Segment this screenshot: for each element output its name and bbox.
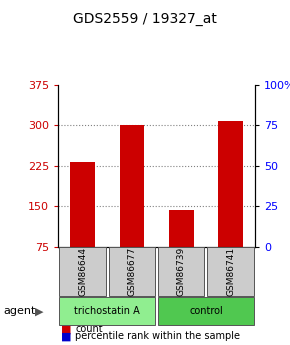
Bar (119, 125, 144, 247)
Text: agent: agent (3, 306, 35, 316)
Bar (169, 210, 193, 247)
Text: trichostatin A: trichostatin A (75, 306, 140, 316)
Text: ■: ■ (61, 325, 71, 334)
Text: GSM86741: GSM86741 (226, 247, 235, 296)
Text: GSM86644: GSM86644 (78, 247, 87, 296)
Bar (70, 162, 95, 247)
Text: control: control (189, 306, 223, 316)
Text: GSM86739: GSM86739 (177, 247, 186, 296)
Text: count: count (75, 325, 103, 334)
Text: GSM86677: GSM86677 (127, 247, 137, 296)
Bar (218, 121, 243, 247)
Text: ▶: ▶ (35, 306, 44, 316)
Text: percentile rank within the sample: percentile rank within the sample (75, 332, 240, 341)
Text: GDS2559 / 19327_at: GDS2559 / 19327_at (73, 12, 217, 26)
Text: ■: ■ (61, 332, 71, 341)
